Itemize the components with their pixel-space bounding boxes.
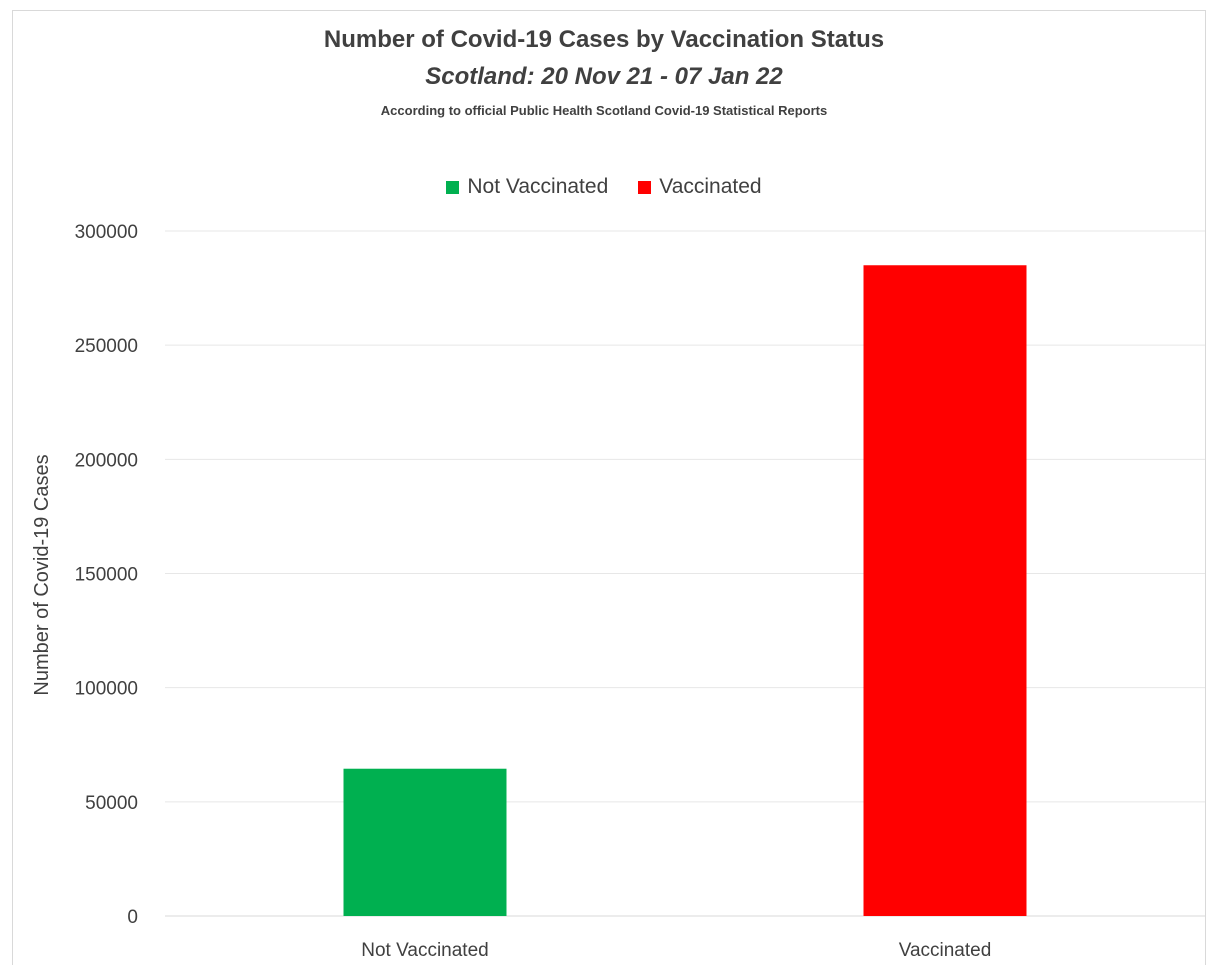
legend-label-not-vaccinated: Not Vaccinated <box>467 175 609 198</box>
x-tick-label: Vaccinated <box>899 940 992 961</box>
chart-subtitle: Scotland: 20 Nov 21 - 07 Jan 22 <box>425 63 783 90</box>
y-tick-label: 50000 <box>85 793 138 814</box>
chart-legend: Not Vaccinated Vaccinated <box>0 175 1208 199</box>
bar-vaccinated <box>863 265 1027 916</box>
x-tick-label: Not Vaccinated <box>361 940 488 961</box>
legend-item-vaccinated: Vaccinated <box>638 175 762 199</box>
legend-label-vaccinated: Vaccinated <box>659 175 762 198</box>
chart-note: According to official Public Health Scot… <box>380 103 828 118</box>
bars <box>343 265 1027 916</box>
y-axis-label: Number of Covid-19 Cases <box>31 454 53 695</box>
chart-frame <box>12 10 1206 965</box>
gridlines <box>165 230 1205 917</box>
legend-swatch-vaccinated <box>638 180 652 194</box>
y-tick-label: 150000 <box>75 565 138 586</box>
y-tick-label: 250000 <box>75 336 138 357</box>
y-tick-label: 0 <box>127 907 138 928</box>
x-axis-ticks: Not Vaccinated Vaccinated <box>361 940 991 961</box>
y-axis-ticks: 0 50000 100000 150000 200000 250000 300000 <box>75 222 138 928</box>
y-tick-label: 100000 <box>75 679 138 700</box>
bar-not-vaccinated <box>343 768 507 916</box>
chart-title: Number of Covid-19 Cases by Vaccination … <box>323 26 885 53</box>
y-tick-label: 300000 <box>75 222 138 243</box>
legend-item-not-vaccinated: Not Vaccinated <box>446 175 608 199</box>
y-tick-label: 200000 <box>75 450 138 471</box>
legend-swatch-not-vaccinated <box>446 180 460 194</box>
